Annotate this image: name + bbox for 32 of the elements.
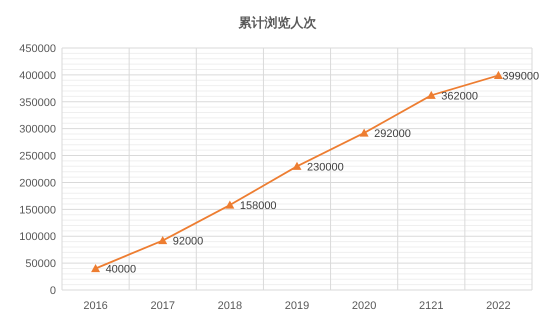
point	[426, 90, 436, 99]
data-label: 92000	[172, 236, 204, 248]
y-tick-label: 250000	[19, 150, 56, 163]
point	[360, 128, 369, 137]
x-tick-label: 2020	[352, 300, 376, 312]
point	[158, 236, 168, 244]
y-tick-label: 400000	[19, 70, 56, 82]
x-tick-label: 2016	[83, 300, 108, 312]
data-label: 399000	[502, 70, 540, 82]
x-tick-label: 2017	[150, 300, 175, 312]
y-tick-label: 150000	[19, 204, 56, 216]
x-tick-label: 2019	[284, 300, 310, 312]
y-tick-label: 200000	[19, 177, 56, 190]
point	[494, 70, 503, 80]
data-label: 362000	[441, 90, 478, 102]
y-tick-label: 50000	[25, 258, 56, 270]
y-tick-label: 300000	[19, 124, 56, 136]
data-label: 230000	[307, 161, 344, 174]
y-tick-label: 450000	[19, 43, 56, 55]
y-tick-label: 100000	[19, 231, 56, 244]
y-tick-label: 0	[50, 285, 56, 297]
data-label: 292000	[374, 128, 411, 140]
y-tick-label: 350000	[19, 96, 56, 109]
point	[292, 162, 302, 170]
data-label: 40000	[106, 263, 136, 276]
point	[225, 200, 234, 209]
x-tick-label: 2022	[486, 300, 511, 312]
point	[91, 264, 100, 272]
data-label: 158000	[240, 200, 277, 212]
x-tick-label: 2121	[419, 300, 444, 312]
x-tick-label: 2018	[218, 300, 242, 312]
chart-title: 累计浏览人次	[238, 15, 318, 30]
